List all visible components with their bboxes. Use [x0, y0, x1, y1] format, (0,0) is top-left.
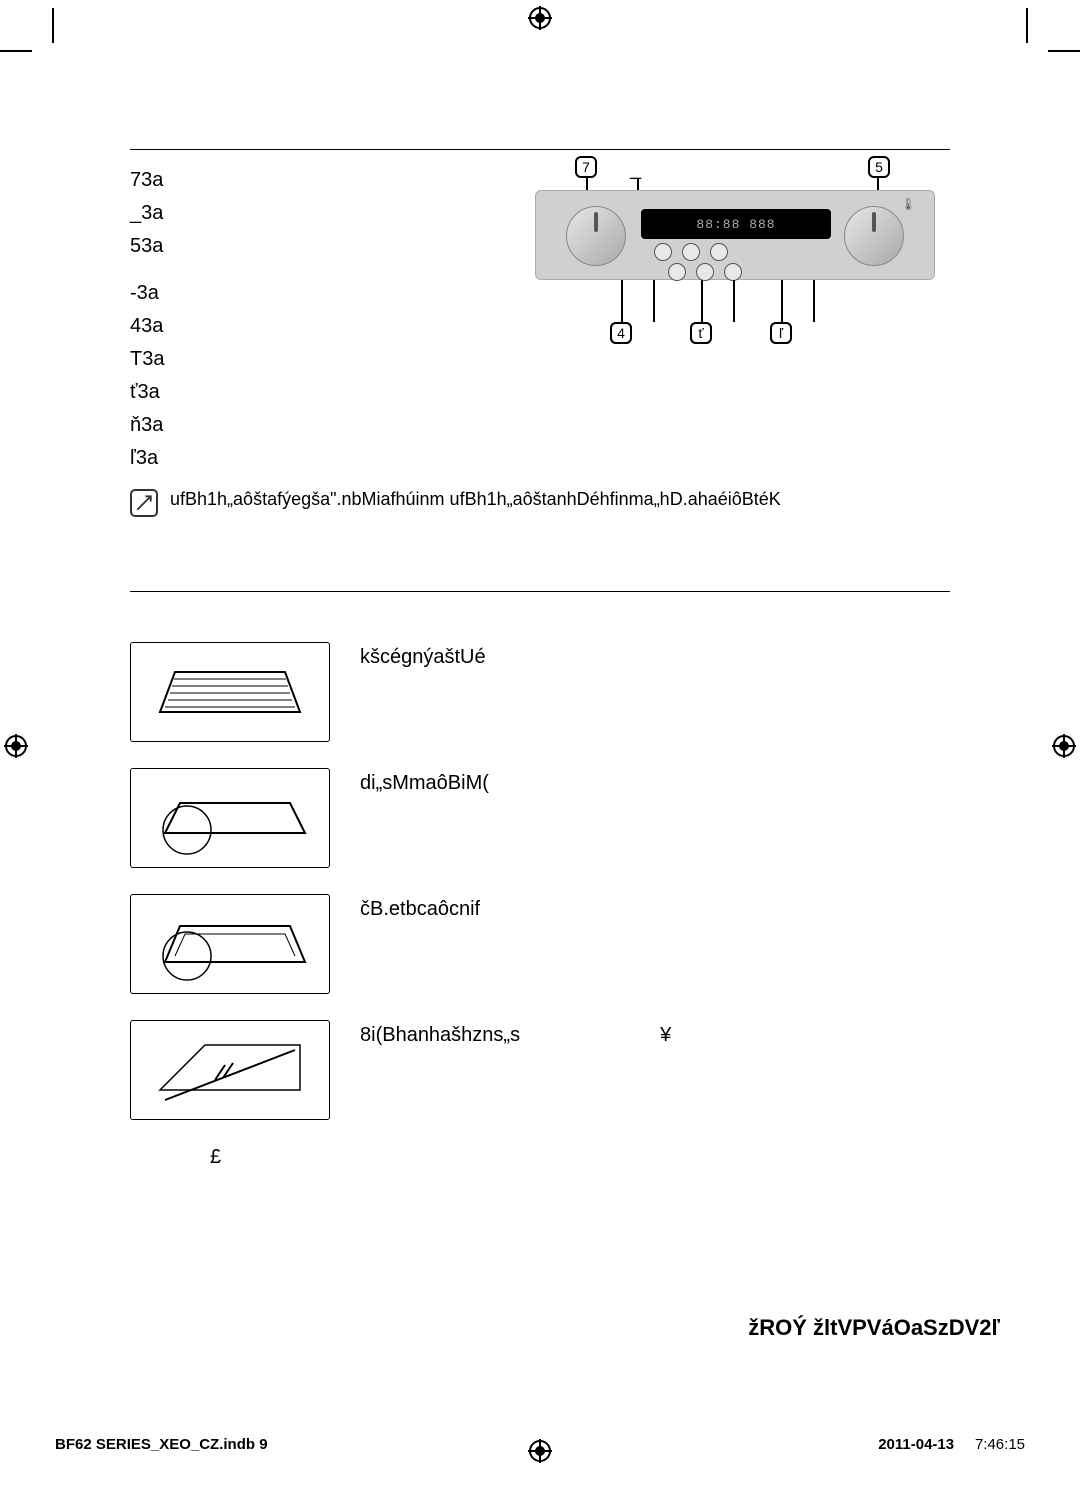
crop-tr-h — [1048, 50, 1080, 52]
footer-file: BF62 SERIES_XEO_CZ.indb 9 — [55, 1436, 268, 1453]
list-item: ť3a — [130, 376, 430, 409]
list-item: 43a — [130, 310, 430, 343]
btn-icon — [654, 243, 672, 261]
reg-mark-left — [4, 734, 28, 758]
accessories-list: kšcégnýaštUé di„sMmaôBiM( čB.etbcaôcnif — [130, 642, 950, 1169]
callout-b3: ť — [690, 322, 712, 344]
knob-right-icon — [844, 206, 904, 266]
list-item: 53a — [130, 230, 430, 263]
display-icon: 88:88 888 — [641, 209, 831, 239]
divider — [130, 149, 950, 150]
control-panel-diagram: 7 _ 5 88:88 888 — [520, 156, 950, 350]
callout-b5: ľ — [770, 322, 792, 344]
deep-tray-icon — [130, 894, 330, 994]
baking-tray-icon — [130, 768, 330, 868]
btn-icon — [668, 263, 686, 281]
knob-left-icon — [566, 206, 626, 266]
btn-icon — [710, 243, 728, 261]
accessory-label: čB.etbcaôcnif — [360, 894, 480, 921]
footer-date: 2011-04-13 — [878, 1436, 954, 1453]
callout-5: 5 — [868, 156, 890, 178]
callout-dash: _ — [630, 158, 641, 181]
accessory-label: kšcégnýaštUé — [360, 642, 486, 669]
trailing-symbol: £ — [210, 1146, 950, 1169]
rotisserie-icon — [130, 1020, 330, 1120]
accessory-row: 8i(Bhanhašhzns„s ¥ — [130, 1020, 950, 1120]
accessory-row: čB.etbcaôcnif — [130, 894, 950, 994]
accessory-label: 8i(Bhanhašhzns„s — [360, 1024, 520, 1047]
list-item: -3a — [130, 277, 430, 310]
grill-rack-icon — [130, 642, 330, 742]
oven-panel: 88:88 888 🌡 — [535, 190, 935, 280]
btn-icon — [696, 263, 714, 281]
button-row — [654, 243, 728, 261]
btn-icon — [724, 263, 742, 281]
list-item: _3a — [130, 197, 430, 230]
reg-mark-right — [1052, 734, 1076, 758]
accessory-label: di„sMmaôBiM( — [360, 768, 489, 795]
accessory-symbol: ¥ — [660, 1024, 671, 1047]
list-item: 73a — [130, 164, 430, 197]
accessory-row: kšcégnýaštUé — [130, 642, 950, 742]
note-icon — [130, 489, 158, 517]
footer-time: 7:46:15 — [975, 1436, 1025, 1453]
left-label-list: 73a _3a 53a -3a 43a T3a ť3a ň3a ľ3a — [130, 164, 430, 475]
divider — [130, 591, 950, 592]
side-caption: žROÝ žltVPVáOaSzDV2ľ — [748, 1315, 1000, 1341]
list-item: ň3a — [130, 409, 430, 442]
accessory-row: di„sMmaôBiM( — [130, 768, 950, 868]
callout-b1: 4 — [610, 322, 632, 344]
btn-icon — [682, 243, 700, 261]
note-text: ufBh1h„aôštafýegša".nbMiafhúinm ufBh1h„a… — [170, 489, 781, 510]
thermometer-icon: 🌡 — [901, 197, 916, 211]
list-item: T3a — [130, 343, 430, 376]
page-footer: BF62 SERIES_XEO_CZ.indb 9 2011-04-13 7:4… — [55, 1436, 1025, 1453]
list-item: ľ3a — [130, 442, 430, 475]
callout-7: 7 — [575, 156, 597, 178]
crop-tl-h — [0, 50, 32, 52]
